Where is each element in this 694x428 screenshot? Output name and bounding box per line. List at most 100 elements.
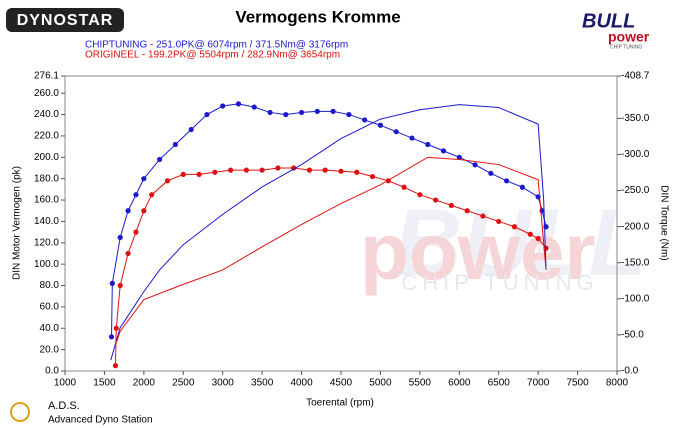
- point: [133, 192, 139, 198]
- point: [330, 108, 336, 114]
- y-tick-label: 220.0: [34, 131, 59, 142]
- point: [157, 156, 163, 163]
- y2-tick-label: -150.0: [621, 257, 650, 268]
- x-tick-label: 8000: [606, 378, 629, 389]
- point: [117, 282, 123, 289]
- y2-tick-label: -300.0: [621, 149, 650, 160]
- point: [117, 234, 123, 241]
- point: [504, 178, 510, 184]
- point: [456, 154, 462, 160]
- y-axis-label: DIN Motor Vermogen (pk): [12, 166, 23, 280]
- point: [314, 108, 320, 114]
- y2-tick-label: -50.0: [621, 330, 644, 341]
- point: [259, 167, 265, 173]
- series-line: [114, 156, 547, 346]
- point: [425, 141, 431, 148]
- point: [346, 111, 352, 118]
- point: [496, 218, 502, 225]
- y-tick-label: 140.0: [34, 216, 59, 227]
- point: [527, 231, 533, 237]
- point: [141, 208, 147, 214]
- point: [440, 148, 447, 154]
- x-tick-label: 1500: [93, 378, 116, 389]
- ads-logo: [10, 402, 30, 422]
- point: [519, 184, 525, 190]
- watermark-bull: BULL: [393, 190, 646, 296]
- x-tick-label: 7500: [566, 378, 589, 389]
- legend-entry: CHIPTUNING - 251.0PK@ 6074rpm / 371.5Nm@…: [85, 40, 348, 51]
- point: [401, 184, 407, 190]
- point: [362, 117, 368, 123]
- point: [535, 235, 541, 242]
- x-axis-label: Toerental (rpm): [306, 398, 374, 409]
- point: [188, 126, 194, 133]
- dynostar-logo: [6, 8, 124, 32]
- y-tick-label: 160.0: [34, 195, 59, 206]
- point: [448, 202, 454, 208]
- point: [306, 167, 313, 173]
- y2-tick-label: -0.0: [621, 366, 639, 377]
- y-tick-label: 276.1: [34, 71, 59, 82]
- point: [511, 224, 518, 230]
- series-line: [110, 104, 547, 361]
- x-tick-label: 5000: [369, 378, 392, 389]
- point: [125, 250, 131, 257]
- point: [212, 169, 218, 175]
- y-tick-label: 80.0: [40, 280, 60, 291]
- point: [275, 165, 281, 171]
- point: [228, 167, 234, 173]
- x-tick-label: 6500: [488, 378, 511, 389]
- x-tick-label: 2000: [133, 378, 156, 389]
- x-tick-label: 7000: [527, 378, 550, 389]
- x-tick-label: 1000: [54, 378, 77, 389]
- point: [433, 197, 439, 203]
- point: [322, 167, 328, 173]
- point: [108, 334, 115, 340]
- y2-tick-label: -100.0: [621, 293, 650, 304]
- point: [133, 229, 139, 235]
- point: [112, 363, 119, 369]
- point: [180, 171, 186, 178]
- point: [283, 111, 289, 118]
- watermark-power: power: [360, 207, 596, 296]
- point: [125, 208, 131, 214]
- y-tick-label: 120.0: [34, 237, 59, 248]
- point: [338, 168, 344, 174]
- dynostar-text: DYNOSTAR: [17, 12, 114, 29]
- y-tick-label: 20.0: [40, 344, 60, 355]
- ads-full: Advanced Dyno Station: [48, 415, 153, 426]
- x-tick-label: 4500: [330, 378, 353, 389]
- legend-entry: ORIGINEEL - 199.2PK@ 5504rpm / 282.9Nm@ …: [85, 50, 340, 61]
- y-tick-label: 0.0: [45, 366, 59, 377]
- y2-tick-label: -250.0: [621, 185, 650, 196]
- y-tick-label: 240.0: [34, 109, 59, 120]
- y-tick-label: 60.0: [40, 302, 60, 313]
- point: [488, 170, 494, 176]
- point: [113, 325, 119, 331]
- point: [409, 135, 415, 141]
- y-tick-label: 200.0: [34, 152, 59, 163]
- x-tick-label: 3500: [251, 378, 274, 389]
- point: [172, 141, 178, 148]
- x-tick-label: 4000: [290, 378, 313, 389]
- x-tick-label: 5500: [409, 378, 432, 389]
- point: [109, 280, 115, 286]
- point: [251, 104, 257, 110]
- x-tick-label: 6000: [448, 378, 471, 389]
- point: [164, 178, 171, 184]
- point: [354, 169, 360, 175]
- point: [243, 167, 249, 173]
- power-logo: power: [608, 29, 650, 45]
- ads-text: A.D.S.: [48, 400, 80, 412]
- point: [298, 109, 305, 116]
- point: [267, 109, 273, 116]
- point: [220, 103, 226, 109]
- point: [417, 192, 423, 198]
- point: [235, 101, 242, 107]
- point: [464, 208, 470, 214]
- point: [196, 171, 202, 178]
- y-tick-label: 260.0: [34, 88, 59, 99]
- y-tick-label: 100.0: [34, 259, 59, 270]
- point: [141, 176, 147, 182]
